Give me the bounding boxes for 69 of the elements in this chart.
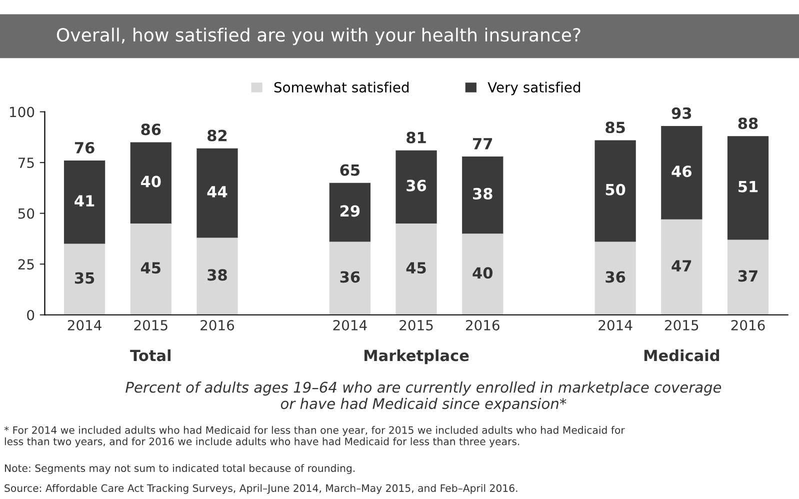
data-label: 44 xyxy=(207,186,228,198)
x-tick-label: 2014 xyxy=(68,320,102,330)
data-label: 37 xyxy=(738,270,758,282)
x-tick-label: 2016 xyxy=(200,320,234,330)
data-label: 45 xyxy=(140,262,160,274)
bar xyxy=(661,126,702,220)
y-tick-label: 25 xyxy=(18,259,34,270)
data-label: 47 xyxy=(672,260,692,272)
total-label: 93 xyxy=(672,107,692,119)
bar xyxy=(64,244,106,315)
total-label: 82 xyxy=(208,130,227,142)
legend-label: Very satisfied xyxy=(488,82,580,96)
data-label: 35 xyxy=(74,272,94,284)
x-tick-label: 2015 xyxy=(665,320,698,330)
bar xyxy=(727,136,769,240)
text: Total xyxy=(130,349,170,362)
x-tick-label: 2015 xyxy=(134,320,168,330)
x-tick-label: 2015 xyxy=(400,320,433,330)
bar xyxy=(661,219,702,315)
data-label: 36 xyxy=(340,271,360,283)
bar xyxy=(727,240,769,315)
bar xyxy=(130,223,172,315)
y-tick-label: 0 xyxy=(27,310,34,320)
data-label: 36 xyxy=(406,180,426,192)
total-label: 76 xyxy=(74,142,94,154)
data-label: 45 xyxy=(406,262,426,274)
data-label: 41 xyxy=(74,195,94,206)
text: * For 2014 we included adults who had Medicaid for less than one year, for 2015 we included adults who had Medicaid for less than two years, and for 2016 we include adults who have had Medicaid for less than three years. xyxy=(4,426,625,448)
total-label: 88 xyxy=(738,118,758,130)
data-label: 38 xyxy=(208,269,227,281)
source-note: Source: Affordable Care Act Tracking Surveys, April–June 2014, March–May 2015, and Feb–April 2016. xyxy=(4,484,518,494)
total-label: 86 xyxy=(141,124,161,136)
bar xyxy=(396,223,437,315)
data-label: 50 xyxy=(606,184,626,196)
data-label: 40 xyxy=(472,267,493,279)
bar xyxy=(130,142,172,224)
data-label: 38 xyxy=(473,188,492,200)
bar xyxy=(462,234,504,315)
bar xyxy=(196,148,238,238)
data-label: 51 xyxy=(738,181,758,192)
x-tick-label: 2016 xyxy=(466,320,500,330)
data-label: 29 xyxy=(340,205,360,217)
y-tick-label: 75 xyxy=(18,158,34,168)
x-tick-label: 2014 xyxy=(333,320,367,330)
x-tick-label: 2014 xyxy=(598,320,632,330)
data-label: 36 xyxy=(606,271,626,283)
total-label: 81 xyxy=(406,132,426,144)
text: Percent of adults ages 19–64 who are currently enrolled in marketplace coverage or have had Medicaid since expansion* xyxy=(126,381,722,412)
text: Marketplace xyxy=(364,349,469,364)
bar xyxy=(396,150,437,224)
total-label: 85 xyxy=(606,122,625,134)
x-tick-label: 2016 xyxy=(731,320,765,330)
total-label: 77 xyxy=(473,138,492,150)
bar xyxy=(462,156,504,234)
y-tick-label: 50 xyxy=(18,208,34,219)
total-label: 65 xyxy=(340,164,360,176)
data-label: 46 xyxy=(672,166,692,178)
bar xyxy=(196,238,238,315)
text: Medicaid xyxy=(644,349,720,362)
bar xyxy=(329,182,370,242)
chart-title: Overall, how satisfied are you with your health insurance? xyxy=(56,28,580,46)
data-label: 40 xyxy=(140,176,161,188)
bar xyxy=(594,140,636,242)
bar xyxy=(594,242,636,315)
legend-label: Somewhat satisfied xyxy=(274,82,409,93)
bar xyxy=(329,242,370,315)
text: Note: Segments may not sum to indicated total because of rounding. xyxy=(4,464,355,474)
y-tick-label: 100 xyxy=(10,106,34,118)
bar xyxy=(64,160,106,244)
